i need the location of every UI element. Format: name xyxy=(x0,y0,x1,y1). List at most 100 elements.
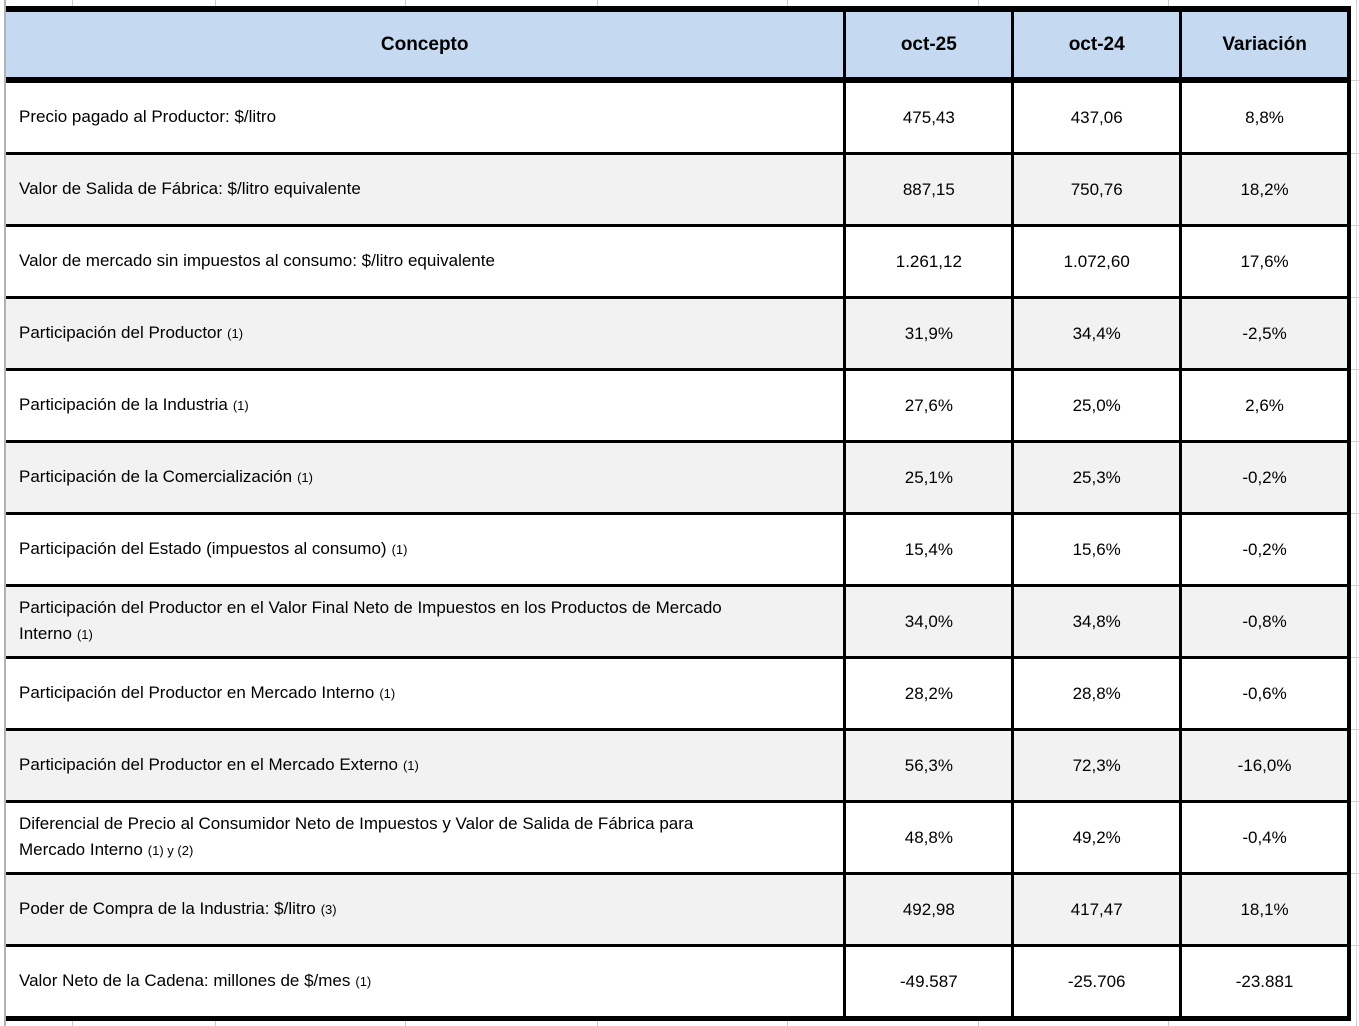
footnote-marker: (1) xyxy=(232,398,249,413)
oct25-value: 25,1% xyxy=(904,467,953,487)
table-header-row: Concepto oct-25 oct-24 Variación xyxy=(6,12,1347,83)
table-row: Participación del Productor (1) 31,9% 34,… xyxy=(6,296,1347,368)
oct25-value: -49.587 xyxy=(900,971,958,991)
variacion-value-cell[interactable]: 18,2% xyxy=(1182,155,1347,224)
footnote-marker: (1) xyxy=(227,326,244,341)
variacion-value: -0,8% xyxy=(1242,611,1287,631)
concept-label: Poder de Compra de la Industria: $/litro xyxy=(19,899,316,918)
concept-cell[interactable]: Valor de Salida de Fábrica: $/litro equi… xyxy=(6,155,847,224)
variacion-value-cell[interactable]: -0,2% xyxy=(1182,515,1347,584)
table-row: Participación del Estado (impuestos al c… xyxy=(6,512,1347,584)
oct25-value-cell[interactable]: 15,4% xyxy=(846,515,1015,584)
header-cell-concepto[interactable]: Concepto xyxy=(6,12,847,77)
variacion-value-cell[interactable]: -16,0% xyxy=(1182,731,1347,800)
variacion-value: -0,2% xyxy=(1242,539,1287,559)
table-row: Valor de mercado sin impuestos al consum… xyxy=(6,224,1347,296)
oct24-value-cell[interactable]: -25.706 xyxy=(1014,947,1183,1016)
variacion-value: 8,8% xyxy=(1245,107,1284,127)
header-label-oct25: oct-25 xyxy=(900,33,957,55)
price-chain-table: Concepto oct-25 oct-24 Variación Precio … xyxy=(6,6,1351,1021)
oct24-value-cell[interactable]: 34,8% xyxy=(1014,587,1183,656)
table-row: Participación de la Industria (1) 27,6% 2… xyxy=(6,368,1347,440)
header-cell-variacion[interactable]: Variación xyxy=(1182,12,1347,77)
oct25-value-cell[interactable]: 34,0% xyxy=(846,587,1015,656)
footnote-marker: (3) xyxy=(320,902,337,917)
variacion-value-cell[interactable]: 17,6% xyxy=(1182,227,1347,296)
oct24-value-cell[interactable]: 34,4% xyxy=(1014,299,1183,368)
concept-cell[interactable]: Participación del Productor en el Valor … xyxy=(6,587,847,656)
oct25-value-cell[interactable]: -49.587 xyxy=(846,947,1015,1016)
concept-label: Participación del Productor en Mercado I… xyxy=(19,683,375,702)
variacion-value-cell[interactable]: -0,8% xyxy=(1182,587,1347,656)
table-row: Diferencial de Precio al Consumidor Neto… xyxy=(6,800,1347,872)
variacion-value-cell[interactable]: -0,2% xyxy=(1182,443,1347,512)
oct24-value: 417,47 xyxy=(1070,899,1123,919)
variacion-value-cell[interactable]: -0,6% xyxy=(1182,659,1347,728)
oct25-value-cell[interactable]: 56,3% xyxy=(846,731,1015,800)
oct24-value: 25,0% xyxy=(1072,395,1121,415)
table-row: Participación del Productor en el Valor … xyxy=(6,584,1347,656)
row-gridline-stub xyxy=(1351,297,1359,298)
concept-cell[interactable]: Valor Neto de la Cadena: millones de $/m… xyxy=(6,947,847,1016)
variacion-value-cell[interactable]: -23.881 xyxy=(1182,947,1347,1016)
concept-cell[interactable]: Participación del Productor en Mercado I… xyxy=(6,659,847,728)
variacion-value-cell[interactable]: 8,8% xyxy=(1182,83,1347,152)
row-gridline-stub xyxy=(1351,80,1359,81)
oct25-value: 31,9% xyxy=(904,323,953,343)
concept-cell[interactable]: Poder de Compra de la Industria: $/litro… xyxy=(6,875,847,944)
variacion-value-cell[interactable]: 2,6% xyxy=(1182,371,1347,440)
variacion-value-cell[interactable]: -0,4% xyxy=(1182,803,1347,872)
oct24-value-cell[interactable]: 25,0% xyxy=(1014,371,1183,440)
concept-cell[interactable]: Valor de mercado sin impuestos al consum… xyxy=(6,227,847,296)
oct24-value-cell[interactable]: 1.072,60 xyxy=(1014,227,1183,296)
concept-label: Participación de la Industria xyxy=(19,395,228,414)
worksheet-gridline xyxy=(978,1021,979,1026)
oct25-value: 475,43 xyxy=(902,107,955,127)
concept-cell[interactable]: Diferencial de Precio al Consumidor Neto… xyxy=(6,803,847,872)
oct25-value-cell[interactable]: 28,2% xyxy=(846,659,1015,728)
header-label-oct24: oct-24 xyxy=(1068,33,1125,55)
worksheet-gridline xyxy=(1168,0,1169,6)
row-gridline-stub xyxy=(1351,801,1359,802)
header-cell-oct24[interactable]: oct-24 xyxy=(1014,12,1183,77)
oct24-value-cell[interactable]: 15,6% xyxy=(1014,515,1183,584)
variacion-value: -23.881 xyxy=(1235,971,1294,991)
concept-label: Participación del Productor en el Mercad… xyxy=(19,755,398,774)
table-row: Precio pagado al Productor: $/litro 475,… xyxy=(6,83,1347,152)
oct25-value-cell[interactable]: 475,43 xyxy=(846,83,1015,152)
oct24-value-cell[interactable]: 437,06 xyxy=(1014,83,1183,152)
oct25-value: 28,2% xyxy=(904,683,953,703)
oct24-value-cell[interactable]: 750,76 xyxy=(1014,155,1183,224)
variacion-value-cell[interactable]: -2,5% xyxy=(1182,299,1347,368)
concept-cell[interactable]: Precio pagado al Productor: $/litro xyxy=(6,83,847,152)
concept-label: Precio pagado al Productor: $/litro xyxy=(19,107,277,126)
concept-cell[interactable]: Participación de la Comercialización (1) xyxy=(6,443,847,512)
table-body: Precio pagado al Productor: $/litro 475,… xyxy=(6,83,1347,1016)
concept-cell[interactable]: Participación del Estado (impuestos al c… xyxy=(6,515,847,584)
concept-cell[interactable]: Participación del Productor (1) xyxy=(6,299,847,368)
oct25-value-cell[interactable]: 492,98 xyxy=(846,875,1015,944)
oct25-value-cell[interactable]: 27,6% xyxy=(846,371,1015,440)
row-gridline-stub xyxy=(1351,369,1359,370)
oct25-value-cell[interactable]: 887,15 xyxy=(846,155,1015,224)
row-gridline-stub xyxy=(1351,729,1359,730)
oct25-value-cell[interactable]: 25,1% xyxy=(846,443,1015,512)
oct24-value: 34,8% xyxy=(1072,611,1121,631)
oct24-value-cell[interactable]: 417,47 xyxy=(1014,875,1183,944)
concept-cell[interactable]: Participación del Productor en el Mercad… xyxy=(6,731,847,800)
oct25-value-cell[interactable]: 1.261,12 xyxy=(846,227,1015,296)
oct25-value-cell[interactable]: 31,9% xyxy=(846,299,1015,368)
worksheet-gridline xyxy=(215,0,216,6)
oct24-value-cell[interactable]: 49,2% xyxy=(1014,803,1183,872)
variacion-value: -16,0% xyxy=(1237,755,1292,775)
variacion-value: 18,1% xyxy=(1240,899,1289,919)
oct25-value-cell[interactable]: 48,8% xyxy=(846,803,1015,872)
variacion-value-cell[interactable]: 18,1% xyxy=(1182,875,1347,944)
oct24-value-cell[interactable]: 25,3% xyxy=(1014,443,1183,512)
oct24-value-cell[interactable]: 28,8% xyxy=(1014,659,1183,728)
oct24-value-cell[interactable]: 72,3% xyxy=(1014,731,1183,800)
oct24-value: 15,6% xyxy=(1072,539,1121,559)
worksheet-gridline xyxy=(405,1021,406,1026)
header-cell-oct25[interactable]: oct-25 xyxy=(846,12,1015,77)
concept-cell[interactable]: Participación de la Industria (1) xyxy=(6,371,847,440)
